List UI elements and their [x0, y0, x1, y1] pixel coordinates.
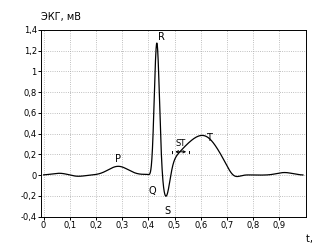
Text: ЭКГ, мВ: ЭКГ, мВ: [41, 12, 81, 22]
Text: P: P: [115, 154, 121, 164]
Text: T: T: [206, 133, 212, 143]
Text: S: S: [164, 206, 170, 216]
Text: R: R: [158, 32, 165, 42]
Text: Q: Q: [148, 186, 156, 195]
Text: ST: ST: [175, 139, 186, 148]
X-axis label: t, с: t, с: [306, 234, 315, 244]
